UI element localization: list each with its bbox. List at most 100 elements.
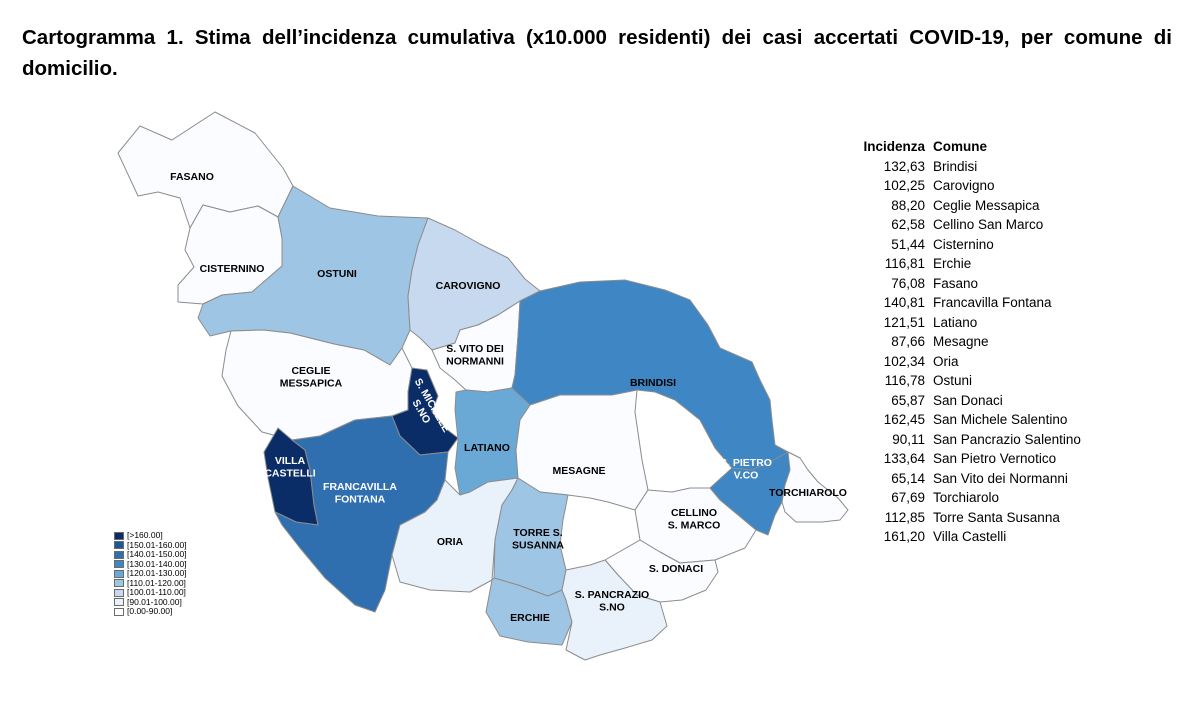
map-label-line: MESAGNE — [552, 465, 605, 477]
table-row: 65,87 San Donaci — [855, 391, 1081, 411]
map-label-fasano: FASANO — [170, 171, 214, 183]
table-row: 161,20 Villa Castelli — [855, 527, 1081, 547]
table-row: 65,14 San Vito dei Normanni — [855, 469, 1081, 489]
map-label-line: S. PIETRO — [720, 457, 772, 469]
comune-name: Cisternino — [933, 236, 994, 252]
legend-swatch — [114, 607, 124, 616]
table-header: Incidenza Comune — [855, 137, 1081, 157]
map-label-line: CISTERNINO — [200, 263, 265, 275]
map-label-line: FONTANA — [335, 493, 386, 505]
legend-item: [>160.00] — [114, 531, 187, 541]
incidenza-value: 161,20 — [883, 529, 925, 544]
map-label-erchie: ERCHIE — [510, 612, 550, 624]
table-row: 102,25 Carovigno — [855, 176, 1081, 196]
incidenza-value: 88,20 — [891, 197, 925, 213]
map-label-line: ORIA — [437, 536, 464, 548]
legend-label: [100.01-110.00] — [127, 587, 186, 598]
legend-item: [110.01-120.00] — [114, 577, 187, 589]
incidenza-value: 121,51 — [883, 314, 925, 330]
map-label-line: NORMANNI — [446, 355, 504, 367]
map-label-line: LATIANO — [464, 442, 510, 454]
map-label-villa: VILLA CASTELLI — [264, 455, 315, 480]
map-label-line: FASANO — [170, 171, 214, 183]
incidenza-value: 67,69 — [891, 490, 925, 505]
comune-name: San Donaci — [933, 392, 1003, 408]
map-label-line: CELLINO — [671, 507, 717, 519]
region-mesagne[interactable] — [515, 389, 649, 511]
comune-name: Torchiarolo — [933, 490, 1000, 505]
map-label-ceglie: CEGLIE MESSAPICA — [280, 365, 343, 390]
map-label-line: S. PANCRAZIO — [575, 589, 649, 601]
incidenza-value: 76,08 — [891, 275, 925, 291]
table-row: 121,51 Latiano — [855, 313, 1081, 333]
map-label-line: S. MARCO — [668, 519, 721, 531]
table-row: 140,81 Francavilla Fontana — [855, 293, 1081, 313]
map-label-oria: ORIA — [437, 536, 464, 548]
legend-label: [110.01-120.00] — [127, 577, 186, 588]
table-row: 133,64 San Pietro Vernotico — [855, 449, 1081, 469]
legend-swatch — [114, 550, 124, 559]
legend-swatch — [114, 588, 124, 597]
legend-label: [130.01-140.00] — [127, 558, 187, 569]
legend-swatch — [114, 598, 124, 607]
comune-name: Erchie — [933, 256, 972, 271]
table-row: 87,66 Mesagne — [855, 332, 1081, 352]
map-label-line: FRANCAVILLA — [323, 481, 397, 493]
legend-label: [140.01-150.00] — [127, 549, 187, 560]
incidenza-value: 102,34 — [883, 353, 925, 369]
comune-name: Carovigno — [933, 178, 995, 193]
table-row: 88,20 Ceglie Messapica — [855, 196, 1081, 216]
table-row: 162,45 San Michele Salentino — [855, 410, 1081, 430]
incidenza-value: 140,81 — [883, 295, 925, 310]
legend-label: [90.01-100.00] — [127, 596, 182, 607]
map-label-torchiarolo: TORCHIAROLO — [769, 487, 847, 499]
map-label-line: CAROVIGNO — [436, 280, 501, 292]
incidenza-value: 62,58 — [891, 217, 925, 232]
map-label-line: TORRE S. — [513, 527, 562, 539]
region-torchiarolo[interactable] — [781, 451, 849, 523]
incidenza-value: 90,11 — [892, 431, 925, 447]
map-label-line: S.NO — [599, 601, 625, 613]
incidenza-value: 116,78 — [884, 373, 925, 388]
map-label-line: SUSANNA — [512, 539, 564, 551]
map-label-svito: S. VITO DEI NORMANNI — [446, 343, 504, 368]
map-label-line: V.CO — [734, 469, 759, 481]
page-title: Cartogramma 1. Stima dell’incidenza cumu… — [22, 26, 1172, 80]
table-row: 51,44 Cisternino — [855, 235, 1081, 255]
region-spancrazio[interactable] — [561, 559, 668, 661]
map-label-line: MESSAPICA — [280, 377, 343, 389]
incidenza-value: 102,25 — [883, 178, 925, 193]
comune-name: Fasano — [933, 275, 979, 291]
incidenza-value: 132,63 — [883, 158, 925, 174]
table-row: 67,69 Torchiarolo — [855, 488, 1081, 508]
comune-name: Torre Santa Susanna — [933, 509, 1060, 525]
region-francavilla[interactable] — [274, 415, 449, 613]
legend-label: [120.01-130.00] — [127, 568, 187, 579]
incidenza-value: 51,44 — [891, 236, 925, 252]
incidenza-value: 65,87 — [891, 392, 925, 408]
legend-item: [130.01-140.00] — [114, 558, 187, 570]
legend-item: [140.01-150.00] — [114, 550, 187, 560]
map-label-line: CASTELLI — [264, 467, 315, 479]
map-label-line: BRINDISI — [630, 377, 676, 389]
legend-item: [120.01-130.00] — [114, 569, 187, 579]
map-label-spancrazio: S. PANCRAZIO S.NO — [575, 589, 649, 614]
header-incidenza: Incidenza — [863, 139, 925, 154]
legend-item: [0.00-90.00] — [114, 607, 187, 617]
comune-name: San Pietro Vernotico — [933, 451, 1057, 466]
legend-label: [>160.00] — [127, 530, 163, 541]
incidenza-value: 112,85 — [884, 509, 925, 525]
incidenza-value: 65,14 — [891, 470, 925, 486]
comune-name: Villa Castelli — [933, 529, 1007, 544]
legend-item: [150.01-160.00] — [114, 540, 187, 551]
incidenza-value: 162,45 — [883, 412, 925, 427]
map-label-sdonaci: S. DONACI — [649, 563, 703, 575]
map-label-line: ERCHIE — [510, 612, 550, 624]
incidenza-value: 87,66 — [891, 334, 925, 349]
map-legend: [>160.00] [150.01-160.00] [140.01-150.00][… — [114, 531, 187, 617]
legend-label: [0.00-90.00] — [127, 606, 173, 617]
table-row: 132,63 Brindisi — [855, 157, 1081, 177]
table-body: 132,63 Brindisi 102,25 Carovigno 88,20 Ceglie… — [855, 157, 1081, 547]
map-label-ostuni: OSTUNI — [317, 268, 357, 280]
